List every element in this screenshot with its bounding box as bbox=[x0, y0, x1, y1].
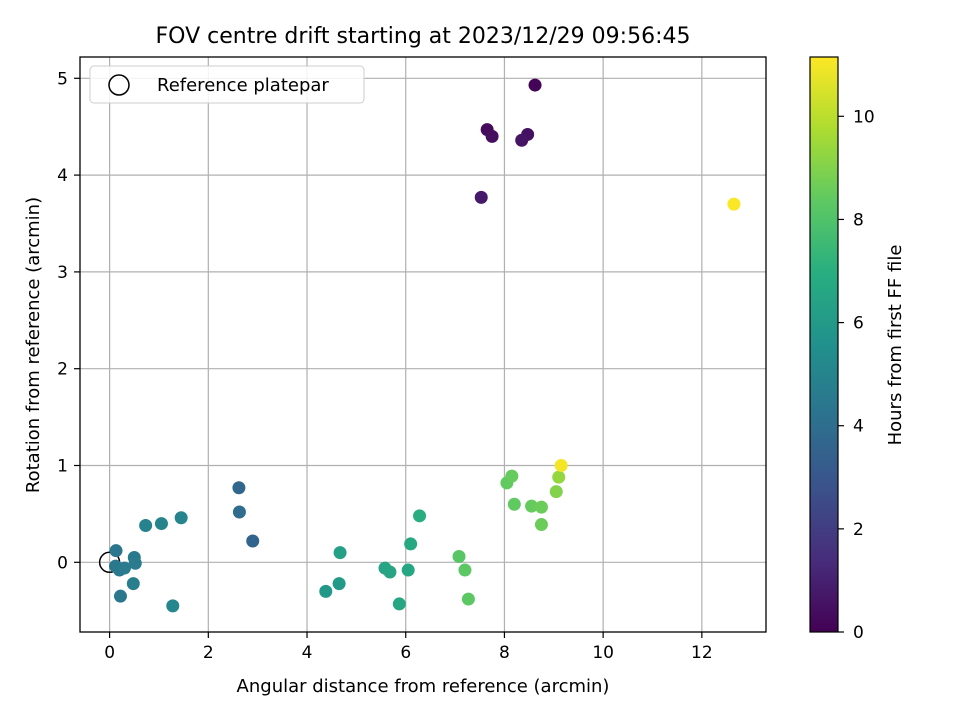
data-point bbox=[166, 599, 180, 613]
data-point bbox=[525, 499, 539, 513]
data-point bbox=[458, 563, 472, 577]
colorbar-gradient bbox=[809, 56, 839, 633]
y-tick-label: 0 bbox=[57, 553, 68, 573]
data-point bbox=[383, 565, 397, 579]
data-point bbox=[246, 534, 260, 548]
colorbar-tick-label: 10 bbox=[853, 107, 875, 127]
x-tick-label: 8 bbox=[499, 643, 510, 663]
x-tick-label: 2 bbox=[203, 643, 214, 663]
x-tick-label: 10 bbox=[592, 643, 614, 663]
data-point bbox=[126, 577, 140, 591]
data-point bbox=[554, 459, 568, 473]
colorbar-tick-label: 4 bbox=[853, 417, 864, 437]
data-point bbox=[128, 556, 142, 570]
data-point bbox=[117, 561, 131, 575]
data-point bbox=[333, 546, 347, 560]
y-tick-label: 5 bbox=[57, 69, 68, 89]
colorbar-tick-label: 8 bbox=[853, 210, 864, 230]
plot-grid bbox=[80, 57, 766, 632]
data-point bbox=[461, 592, 475, 606]
data-point bbox=[401, 563, 415, 577]
legend-box bbox=[89, 65, 365, 104]
y-tick-label: 3 bbox=[57, 263, 68, 283]
data-point bbox=[452, 549, 466, 563]
data-point bbox=[727, 197, 741, 211]
data-point bbox=[485, 129, 499, 143]
data-point bbox=[139, 519, 153, 533]
data-point bbox=[319, 584, 333, 598]
data-point bbox=[232, 481, 246, 495]
y-axis-label: Rotation from reference (arcmin) bbox=[23, 197, 44, 493]
legend-reference-marker bbox=[108, 74, 130, 96]
colorbar-label: Hours from first FF file bbox=[885, 245, 906, 446]
legend-entry-reference: Reference platepar bbox=[157, 75, 329, 96]
x-axis-label: Angular distance from reference (arcmin) bbox=[237, 676, 610, 697]
colorbar-ticks: 0 2 4 6 8 10 bbox=[838, 107, 875, 643]
data-point bbox=[507, 497, 521, 511]
data-point bbox=[174, 511, 188, 525]
legend: Reference platepar bbox=[89, 65, 365, 104]
data-point bbox=[413, 509, 427, 523]
colorbar-tick-label: 6 bbox=[853, 314, 864, 334]
data-point bbox=[528, 78, 542, 92]
colorbar-tick-label: 2 bbox=[853, 520, 864, 540]
data-point bbox=[113, 589, 127, 603]
colorbar: 0 2 4 6 8 10 Hours from first FF file bbox=[809, 56, 906, 643]
data-point bbox=[109, 544, 123, 558]
data-points bbox=[98, 78, 741, 613]
x-tick-label: 0 bbox=[104, 643, 115, 663]
data-point bbox=[232, 505, 246, 519]
y-axis-ticks: 0 1 2 3 4 5 bbox=[57, 69, 80, 573]
data-point bbox=[332, 577, 346, 591]
plot-area-frame bbox=[79, 56, 767, 633]
data-point bbox=[474, 190, 488, 204]
data-point bbox=[534, 500, 548, 514]
data-point bbox=[549, 485, 563, 499]
data-point bbox=[404, 537, 418, 551]
chart-title: FOV centre drift starting at 2023/12/29 … bbox=[156, 24, 691, 49]
data-point bbox=[515, 133, 529, 147]
x-tick-label: 4 bbox=[302, 643, 313, 663]
colorbar-tick-label: 0 bbox=[853, 623, 864, 643]
y-tick-label: 2 bbox=[57, 360, 68, 380]
data-point bbox=[392, 597, 406, 611]
x-tick-label: 12 bbox=[691, 643, 713, 663]
y-tick-label: 4 bbox=[57, 166, 68, 186]
x-tick-label: 6 bbox=[400, 643, 411, 663]
data-point bbox=[552, 470, 566, 484]
x-axis-ticks: 0 2 4 6 8 10 12 bbox=[104, 632, 713, 663]
data-point bbox=[154, 517, 168, 531]
data-point bbox=[505, 469, 519, 483]
y-tick-label: 1 bbox=[57, 457, 68, 477]
data-point bbox=[534, 518, 548, 532]
